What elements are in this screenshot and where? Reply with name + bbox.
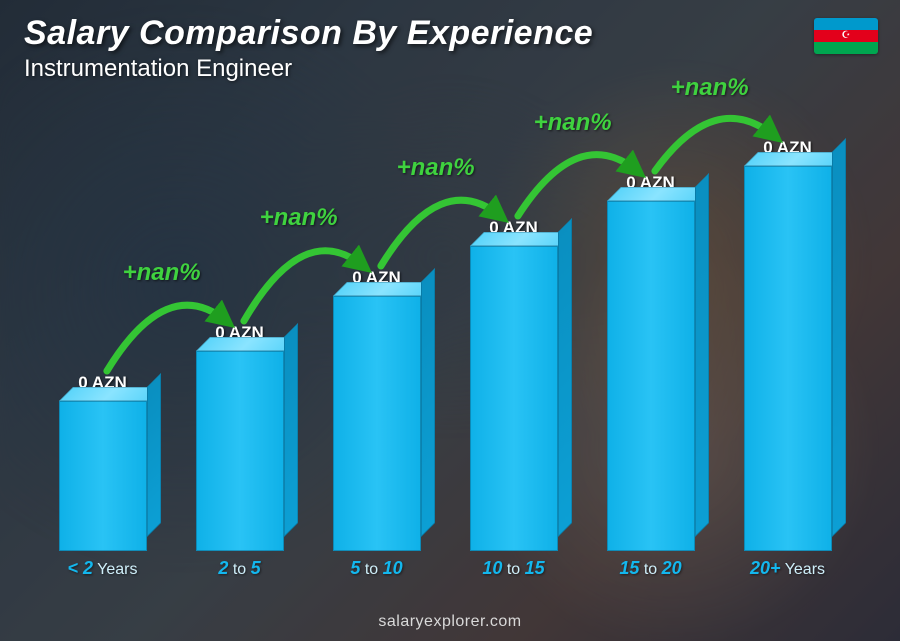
- bar-slot: 0 AZN20+ Years: [719, 120, 856, 551]
- title-block: Salary Comparison By Experience Instrume…: [24, 14, 593, 83]
- bar-chart: 0 AZN< 2 Years0 AZN2 to 50 AZN5 to 100 A…: [34, 120, 856, 581]
- bar-top-face: [196, 337, 298, 351]
- pct-change-label: +nan%: [123, 259, 201, 287]
- bar-side-face: [695, 173, 709, 537]
- bar: [470, 246, 558, 551]
- bar-side-face: [421, 268, 435, 537]
- category-label: 20+ Years: [750, 558, 825, 579]
- bar-top-face: [59, 387, 161, 401]
- pct-change-label: +nan%: [260, 204, 338, 232]
- category-label: 2 to 5: [218, 558, 260, 579]
- footer-attribution: salaryexplorer.com: [0, 613, 900, 631]
- bar: [744, 166, 832, 551]
- chart-title: Salary Comparison By Experience: [24, 14, 593, 53]
- bar: [59, 401, 147, 551]
- bar-front-face: [470, 246, 558, 551]
- category-label: < 2 Years: [67, 558, 137, 579]
- bar: [333, 296, 421, 551]
- bar-side-face: [832, 138, 846, 537]
- bar-slot: 0 AZN15 to 20: [582, 120, 719, 551]
- pct-change-label: +nan%: [534, 109, 612, 137]
- category-label: 5 to 10: [350, 558, 402, 579]
- flag-stripe-bot: [814, 42, 878, 54]
- pct-change-label: +nan%: [671, 74, 749, 102]
- bar-front-face: [333, 296, 421, 551]
- pct-change-label: +nan%: [397, 154, 475, 182]
- bar: [607, 201, 695, 551]
- bar-slot: 0 AZN5 to 10: [308, 120, 445, 551]
- bar-side-face: [284, 323, 298, 537]
- bar-front-face: [744, 166, 832, 551]
- flag-stripe-top: [814, 18, 878, 30]
- bar-top-face: [470, 232, 572, 246]
- category-label: 10 to 15: [482, 558, 544, 579]
- bar-side-face: [558, 218, 572, 537]
- bar-front-face: [59, 401, 147, 551]
- bar-slot: 0 AZN10 to 15: [445, 120, 582, 551]
- bar: [196, 351, 284, 551]
- bar-front-face: [196, 351, 284, 551]
- bar-top-face: [744, 152, 846, 166]
- flag-emblem: ☪: [814, 30, 878, 42]
- chart-subtitle: Instrumentation Engineer: [24, 55, 593, 83]
- bars-container: 0 AZN< 2 Years0 AZN2 to 50 AZN5 to 100 A…: [34, 120, 856, 551]
- bar-front-face: [607, 201, 695, 551]
- bar-slot: 0 AZN2 to 5: [171, 120, 308, 551]
- bar-top-face: [607, 187, 709, 201]
- country-flag-azerbaijan: ☪: [814, 18, 878, 54]
- bar-side-face: [147, 373, 161, 537]
- category-label: 15 to 20: [619, 558, 681, 579]
- bar-slot: 0 AZN< 2 Years: [34, 120, 171, 551]
- bar-top-face: [333, 282, 435, 296]
